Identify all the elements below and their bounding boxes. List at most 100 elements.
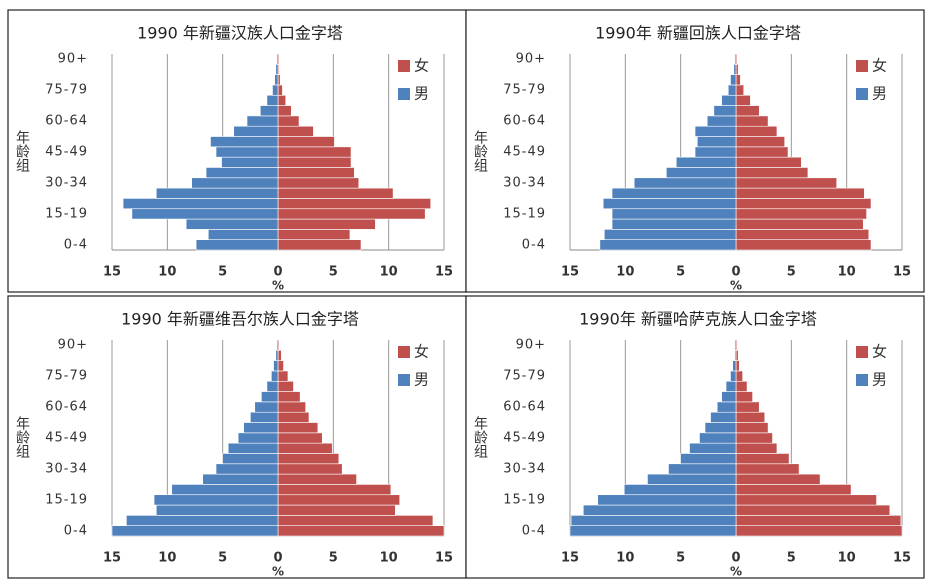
bar xyxy=(274,74,279,86)
bar xyxy=(131,208,279,220)
bar xyxy=(277,187,394,199)
bar xyxy=(185,218,279,230)
y-tick-label: 0-4 xyxy=(64,237,88,252)
bar xyxy=(732,360,737,372)
x-tick-label: 5 xyxy=(676,551,685,566)
bar xyxy=(735,125,778,137)
x-tick-label: 10 xyxy=(838,265,856,280)
x-tick-label: 15 xyxy=(103,265,121,280)
bar xyxy=(155,504,279,516)
bar xyxy=(716,401,737,413)
bar xyxy=(735,432,773,444)
x-axis-label: % xyxy=(730,565,742,579)
bar xyxy=(735,484,852,496)
x-axis-label: % xyxy=(272,565,284,579)
bar xyxy=(735,442,778,454)
x-tick-label: 5 xyxy=(787,265,796,280)
bar xyxy=(735,391,753,403)
bar xyxy=(721,94,737,106)
bar xyxy=(277,484,392,496)
x-tick-label: 0 xyxy=(731,551,740,566)
bar xyxy=(277,380,294,392)
bar xyxy=(710,411,737,423)
bar xyxy=(735,167,809,179)
bar xyxy=(277,391,301,403)
bar xyxy=(735,105,760,117)
y-tick-label: 30-34 xyxy=(45,461,88,476)
bar xyxy=(735,115,769,127)
bar xyxy=(277,208,426,220)
y-tick-label: 15-19 xyxy=(503,492,546,507)
bar xyxy=(633,177,737,189)
bar xyxy=(735,239,872,251)
x-tick-label: 10 xyxy=(380,265,398,280)
bar xyxy=(735,208,867,220)
bar xyxy=(233,125,279,137)
bar xyxy=(153,494,279,506)
legend-swatch xyxy=(398,374,410,386)
bar xyxy=(277,156,352,168)
bar xyxy=(277,105,292,117)
y-tick-label: 60-64 xyxy=(45,114,88,129)
bar xyxy=(277,432,323,444)
x-tick-label: 15 xyxy=(435,265,453,280)
chart: 1990 年新疆维吾尔族人口金字塔 0 5 5 10 10 15 15% 0-4 15-19 30-… xyxy=(7,295,467,579)
bar xyxy=(277,473,357,485)
chart: 1990 年新疆汉族人口金字塔 0 5 5 10 10 15 15% 0-4 15-19 30-34… xyxy=(7,9,467,293)
bar xyxy=(735,453,790,465)
y-tick-label: 45-49 xyxy=(503,145,546,160)
y-tick-label: 30-34 xyxy=(503,175,546,190)
x-tick-label: 5 xyxy=(329,551,338,566)
bar xyxy=(277,218,376,230)
y-tick-label: 15-19 xyxy=(45,492,88,507)
y-tick-label: 60-64 xyxy=(45,400,88,415)
chart-title: 1990 年新疆维吾尔族人口金字塔 xyxy=(121,310,359,329)
bar xyxy=(735,156,802,168)
bar xyxy=(191,177,279,189)
bar xyxy=(277,115,300,127)
legend-label: 女 xyxy=(872,343,887,361)
bar xyxy=(202,473,279,485)
bar xyxy=(277,177,360,189)
bar xyxy=(611,208,737,220)
bar xyxy=(227,442,279,454)
y-tick-label: 30-34 xyxy=(503,461,546,476)
bar xyxy=(675,156,737,168)
bar xyxy=(272,84,279,96)
bar xyxy=(222,453,279,465)
bar xyxy=(266,380,279,392)
y-axis-label: 年龄组 xyxy=(14,416,30,458)
bar xyxy=(735,515,902,526)
bar xyxy=(243,422,279,434)
legend-label: 男 xyxy=(872,85,887,103)
y-tick-label: 45-49 xyxy=(45,431,88,446)
bar xyxy=(604,229,737,240)
bar xyxy=(599,239,737,251)
y-tick-label: 0-4 xyxy=(522,237,546,252)
x-tick-label: 10 xyxy=(380,551,398,566)
legend-swatch xyxy=(398,346,410,358)
bar xyxy=(207,229,279,240)
x-tick-label: 10 xyxy=(616,551,634,566)
bar xyxy=(122,198,279,210)
y-tick-label: 90+ xyxy=(516,52,546,67)
bar xyxy=(215,463,279,475)
bar xyxy=(735,504,891,516)
bar xyxy=(611,218,737,230)
y-tick-label: 30-34 xyxy=(45,175,88,190)
bar xyxy=(696,136,737,148)
bar xyxy=(277,411,310,423)
bar xyxy=(582,504,737,516)
x-tick-label: 5 xyxy=(787,551,796,566)
bar xyxy=(273,360,279,372)
bar xyxy=(275,64,279,75)
bar xyxy=(276,339,279,351)
bar xyxy=(735,187,865,199)
y-tick-label: 0-4 xyxy=(64,523,88,538)
y-tick-label: 15-19 xyxy=(45,206,88,221)
bar xyxy=(277,167,355,179)
chart: 1990年 新疆哈萨克族人口金字塔 0 5 5 10 10 15 15% 0-4 15-19 30-… xyxy=(465,295,925,579)
chart-title: 1990年 新疆回族人口金字塔 xyxy=(595,24,801,43)
y-tick-label: 75-79 xyxy=(503,369,546,384)
bar xyxy=(735,136,785,148)
